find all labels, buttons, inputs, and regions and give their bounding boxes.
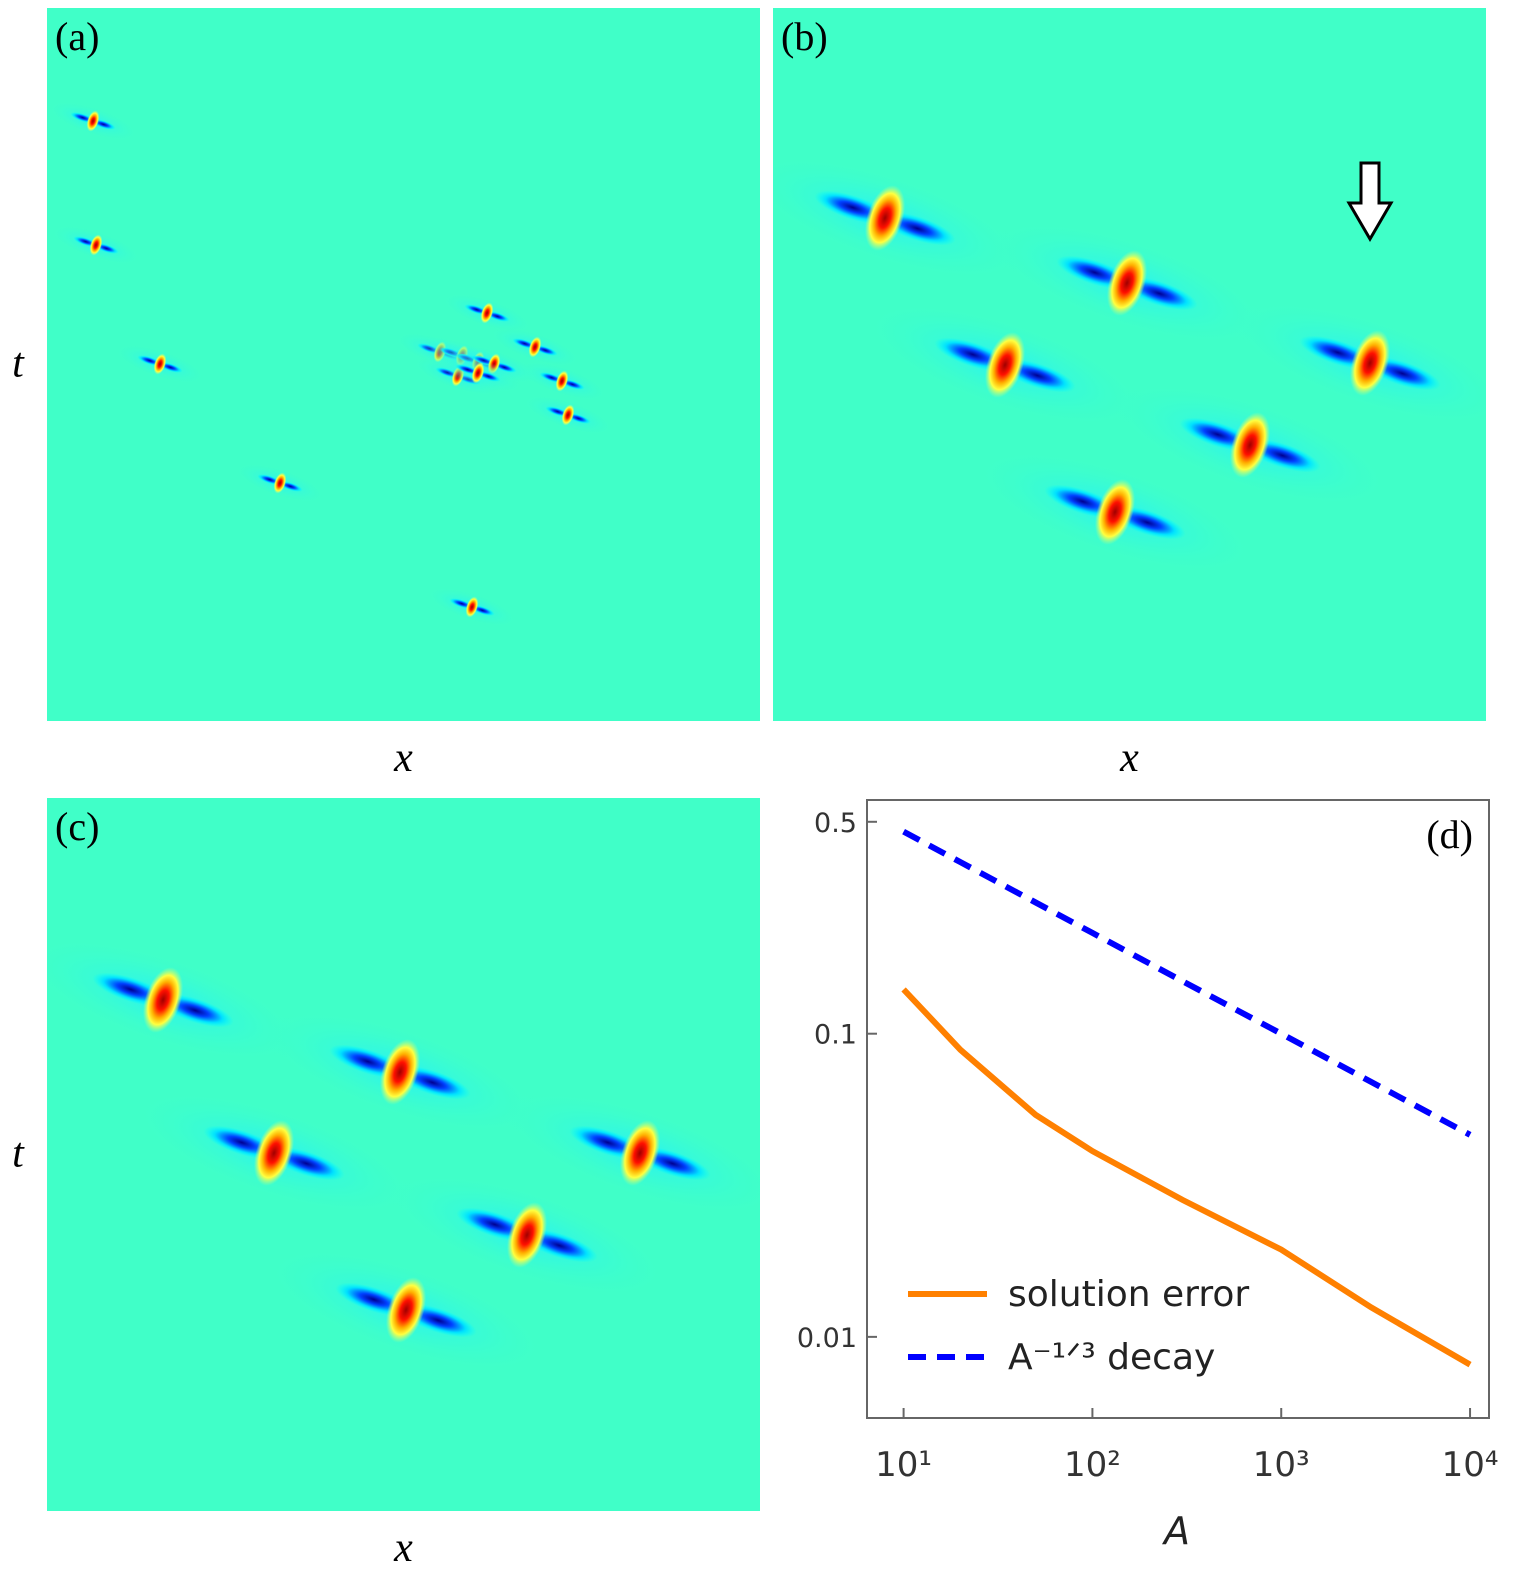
- peak: [50, 224, 142, 266]
- peak: [522, 394, 614, 436]
- peak: [983, 219, 1271, 347]
- peak: [262, 1246, 550, 1374]
- legend-label: A⁻¹ᐟ³ decay: [1008, 1337, 1215, 1378]
- core: [561, 404, 575, 426]
- core: [379, 1039, 421, 1105]
- heatmap: [47, 798, 760, 1511]
- peak: [516, 360, 608, 402]
- panel-label: (b): [781, 14, 828, 59]
- y-axis-label: t: [12, 1131, 25, 1177]
- panel-label: (d): [1426, 812, 1473, 857]
- core: [1229, 412, 1271, 478]
- core: [506, 1202, 548, 1268]
- core: [273, 472, 287, 494]
- core: [555, 370, 569, 392]
- peak: [47, 100, 139, 142]
- peak: [1226, 299, 1486, 427]
- core: [1349, 330, 1391, 396]
- peak: [441, 292, 533, 334]
- core: [253, 1120, 295, 1186]
- x-axis-label: A: [1161, 1509, 1190, 1553]
- core: [984, 332, 1026, 398]
- y-axis-label: t: [12, 341, 25, 387]
- x-tick-label: 10³: [1253, 1445, 1310, 1485]
- core: [1106, 250, 1148, 316]
- peak: [861, 301, 1149, 429]
- core: [153, 353, 167, 375]
- panel-label: (c): [55, 804, 99, 849]
- core: [480, 302, 494, 324]
- heatmap: [47, 8, 760, 721]
- peak: [130, 1089, 418, 1217]
- x-tick-label: 10²: [1064, 1445, 1121, 1485]
- peak: [1106, 381, 1394, 509]
- arrow: [1346, 161, 1394, 242]
- y-tick-label: 0.01: [797, 1323, 857, 1354]
- core: [89, 234, 103, 256]
- series-line: [901, 987, 1472, 1368]
- y-tick-label: 0.5: [814, 808, 857, 839]
- legend-label: solution error: [1008, 1274, 1249, 1315]
- peak: [496, 1089, 760, 1217]
- x-axis-label: x: [1119, 735, 1139, 781]
- series-line: [902, 828, 1472, 1138]
- peak: [489, 326, 581, 368]
- x-tick-label: 10⁴: [1442, 1445, 1499, 1485]
- x-axis-label: x: [393, 735, 413, 781]
- peak: [426, 586, 518, 628]
- peak: [114, 343, 206, 385]
- plot-frame: [866, 799, 1490, 1419]
- core: [385, 1277, 427, 1343]
- peak: [971, 448, 1259, 576]
- core: [528, 336, 542, 358]
- peak: [432, 352, 524, 394]
- core: [1094, 479, 1136, 545]
- core: [864, 185, 906, 251]
- peak: [383, 1171, 671, 1299]
- panel-label: (a): [55, 14, 99, 59]
- y-tick-label: 0.1: [814, 1020, 857, 1051]
- x-axis-label: x: [393, 1525, 413, 1571]
- peak: [256, 1008, 544, 1136]
- core: [619, 1120, 661, 1186]
- peak: [234, 462, 326, 504]
- core: [86, 110, 100, 132]
- x-tick-label: 10¹: [875, 1445, 932, 1485]
- peak: [773, 154, 1029, 282]
- peak: [47, 936, 307, 1064]
- core: [471, 362, 485, 384]
- core: [142, 967, 184, 1033]
- heatmap: [773, 8, 1486, 721]
- core: [465, 596, 479, 618]
